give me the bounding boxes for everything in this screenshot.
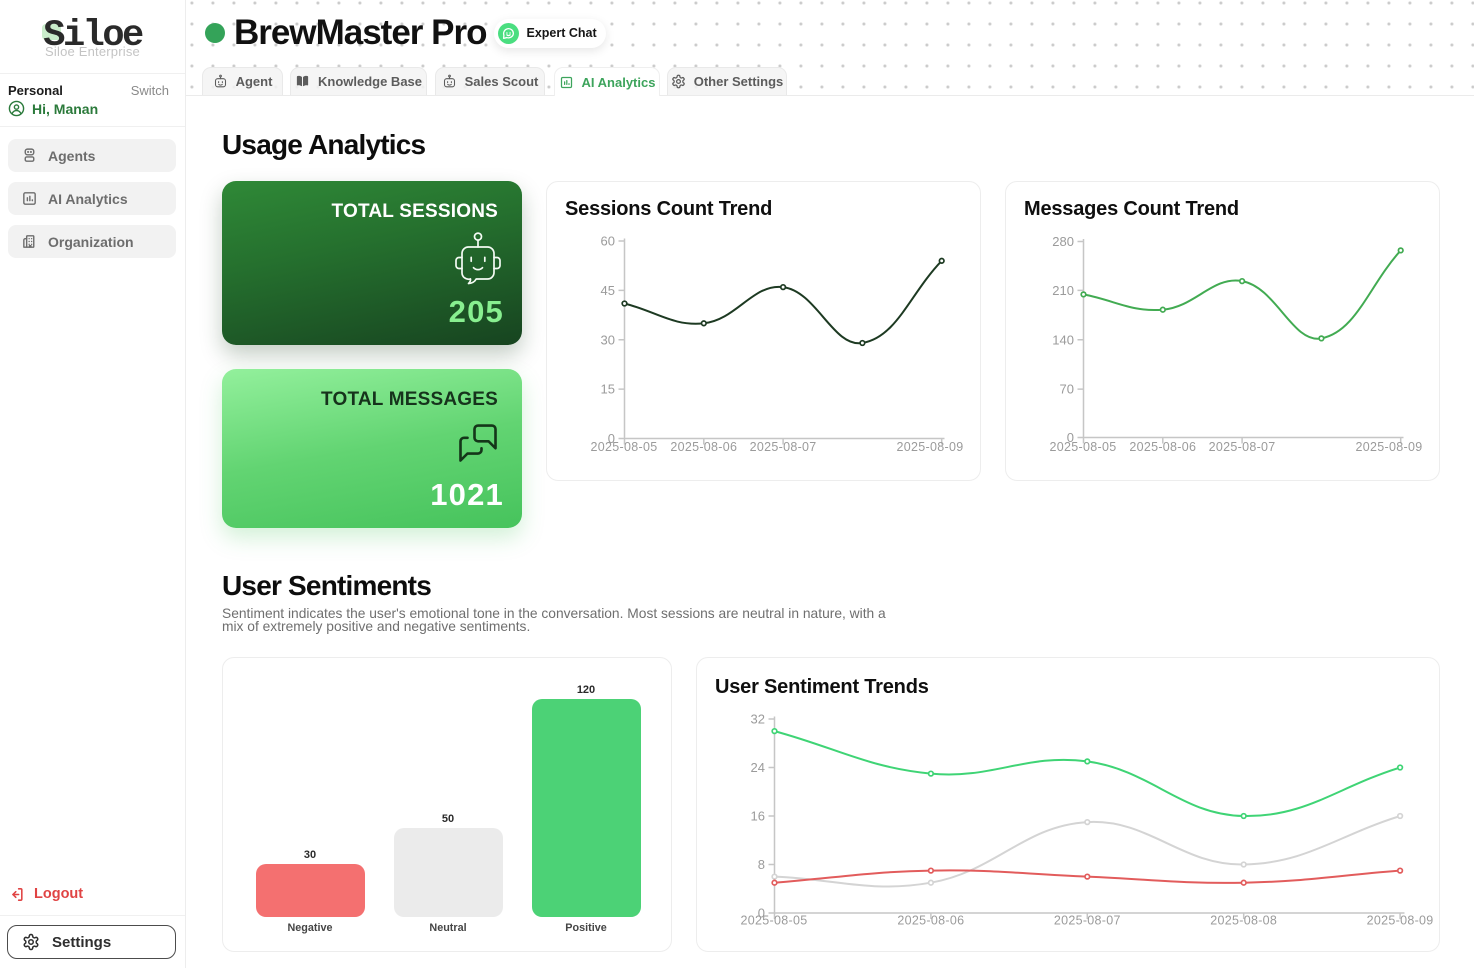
svg-text:280: 280 <box>1052 234 1074 249</box>
svg-text:Negative: Negative <box>287 922 332 934</box>
svg-text:24: 24 <box>751 760 765 775</box>
svg-text:2025-08-07: 2025-08-07 <box>1054 914 1121 928</box>
svg-text:15: 15 <box>601 382 615 397</box>
svg-text:2025-08-07: 2025-08-07 <box>1209 440 1276 454</box>
svg-text:210: 210 <box>1052 283 1074 298</box>
svg-text:2025-08-06: 2025-08-06 <box>1129 440 1196 454</box>
svg-text:0: 0 <box>608 431 615 446</box>
svg-text:140: 140 <box>1052 332 1074 347</box>
svg-text:120: 120 <box>577 684 595 696</box>
svg-text:0: 0 <box>1067 430 1074 445</box>
svg-text:70: 70 <box>1060 382 1074 397</box>
svg-text:8: 8 <box>758 857 765 872</box>
svg-text:2025-08-07: 2025-08-07 <box>750 440 817 454</box>
svg-text:2025-08-09: 2025-08-09 <box>1367 914 1434 928</box>
svg-text:16: 16 <box>751 809 765 824</box>
svg-text:30: 30 <box>304 849 316 861</box>
svg-text:0: 0 <box>758 906 765 921</box>
svg-text:45: 45 <box>601 283 615 298</box>
svg-text:Neutral: Neutral <box>429 922 466 934</box>
svg-text:32: 32 <box>751 712 765 727</box>
svg-text:2025-08-05: 2025-08-05 <box>741 914 808 928</box>
svg-text:2025-08-06: 2025-08-06 <box>670 440 737 454</box>
svg-text:50: 50 <box>442 813 454 825</box>
svg-text:2025-08-06: 2025-08-06 <box>897 914 964 928</box>
svg-text:2025-08-09: 2025-08-09 <box>1356 440 1423 454</box>
svg-text:Positive: Positive <box>565 922 606 934</box>
svg-text:2025-08-09: 2025-08-09 <box>897 440 964 454</box>
svg-text:2025-08-05: 2025-08-05 <box>591 440 658 454</box>
svg-text:2025-08-05: 2025-08-05 <box>1050 440 1117 454</box>
svg-text:60: 60 <box>601 234 615 249</box>
svg-text:2025-08-08: 2025-08-08 <box>1210 914 1277 928</box>
svg-text:30: 30 <box>601 332 615 347</box>
